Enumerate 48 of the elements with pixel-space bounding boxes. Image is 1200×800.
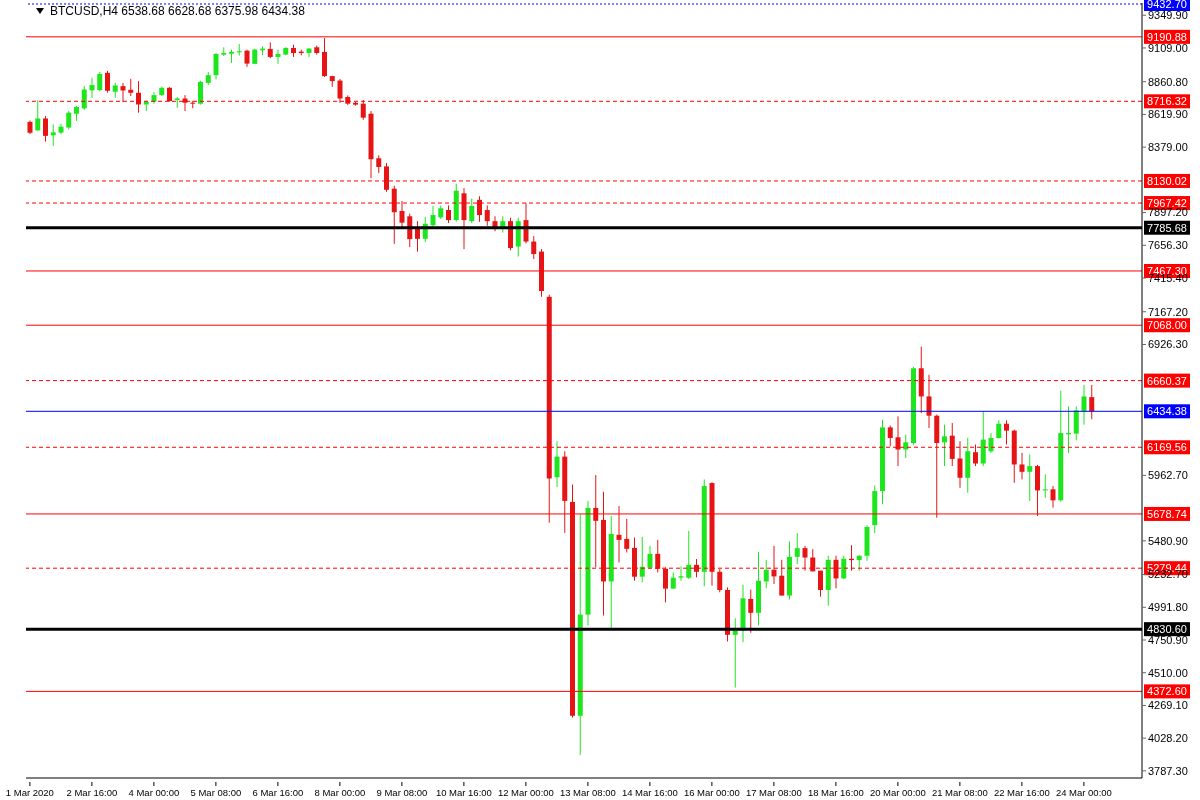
x-tick-label: 13 Mar 08:00 <box>559 787 616 798</box>
ref-line-label: 5678.74 <box>1147 507 1187 520</box>
x-tick-label: 6 Mar 16:00 <box>252 787 304 798</box>
chart-title: BTCUSD,H4 6538.68 6628.68 6375.98 6434.38 <box>50 4 305 18</box>
x-tick-label: 8 Mar 00:00 <box>314 787 366 798</box>
x-tick-label: 5 Mar 08:00 <box>190 787 242 798</box>
ref-line-label: 6169.56 <box>1147 441 1187 454</box>
x-tick-label: 24 Mar 00:00 <box>1055 787 1112 798</box>
y-tick-label: 7656.30 <box>1148 239 1188 252</box>
x-tick-label: 17 Mar 08:00 <box>745 787 802 798</box>
x-tick-label: 10 Mar 16:00 <box>435 787 492 798</box>
x-tick-label: 18 Mar 16:00 <box>807 787 864 798</box>
y-tick-label: 4510.00 <box>1148 666 1188 679</box>
x-tick-label: 2 Mar 16:00 <box>66 787 118 798</box>
ref-line-label: 8130.02 <box>1147 174 1187 187</box>
y-tick-label: 5480.90 <box>1148 534 1188 547</box>
y-tick-label: 4750.90 <box>1148 633 1188 646</box>
ref-line-label: 7785.68 <box>1147 221 1187 234</box>
y-tick-label: 6926.30 <box>1148 338 1188 351</box>
x-tick-label: 21 Mar 08:00 <box>931 787 988 798</box>
y-tick-label: 8379.00 <box>1148 141 1188 154</box>
ref-line-label: 6434.38 <box>1147 405 1187 418</box>
y-tick-label: 4991.80 <box>1148 601 1188 614</box>
x-tick-label: 20 Mar 00:00 <box>869 787 926 798</box>
ref-line-label: 7967.42 <box>1147 197 1187 210</box>
y-tick-label: 8860.80 <box>1148 75 1188 88</box>
y-tick-label: 4269.10 <box>1148 699 1188 712</box>
x-tick-label: 9 Mar 08:00 <box>376 787 428 798</box>
x-tick-label: 1 Mar 2020 <box>5 787 54 798</box>
ref-line-label: 6660.37 <box>1147 374 1187 387</box>
ref-line-label: 4830.60 <box>1147 623 1187 636</box>
y-tick-label: 3787.30 <box>1148 764 1188 777</box>
y-tick-label: 5962.70 <box>1148 469 1188 482</box>
x-tick-label: 4 Mar 00:00 <box>128 787 180 798</box>
x-tick-label: 12 Mar 00:00 <box>497 787 554 798</box>
ref-line-label: 8716.32 <box>1147 95 1187 108</box>
y-tick-label: 7167.20 <box>1148 305 1188 318</box>
ref-line-label: 7068.00 <box>1147 319 1187 332</box>
ref-line-label: 9190.88 <box>1147 30 1187 43</box>
y-tick-label: 9349.90 <box>1148 9 1188 22</box>
y-tick-label: 9109.00 <box>1148 41 1188 54</box>
y-tick-label: 4028.20 <box>1148 732 1188 745</box>
x-tick-label: 22 Mar 16:00 <box>993 787 1050 798</box>
y-tick-label: 8619.90 <box>1148 108 1188 121</box>
ref-line-label: 9432.70 <box>1147 0 1187 10</box>
x-tick-label: 14 Mar 16:00 <box>621 787 678 798</box>
ref-line-label: 4372.60 <box>1147 685 1187 698</box>
x-tick-label: 16 Mar 00:00 <box>683 787 740 798</box>
